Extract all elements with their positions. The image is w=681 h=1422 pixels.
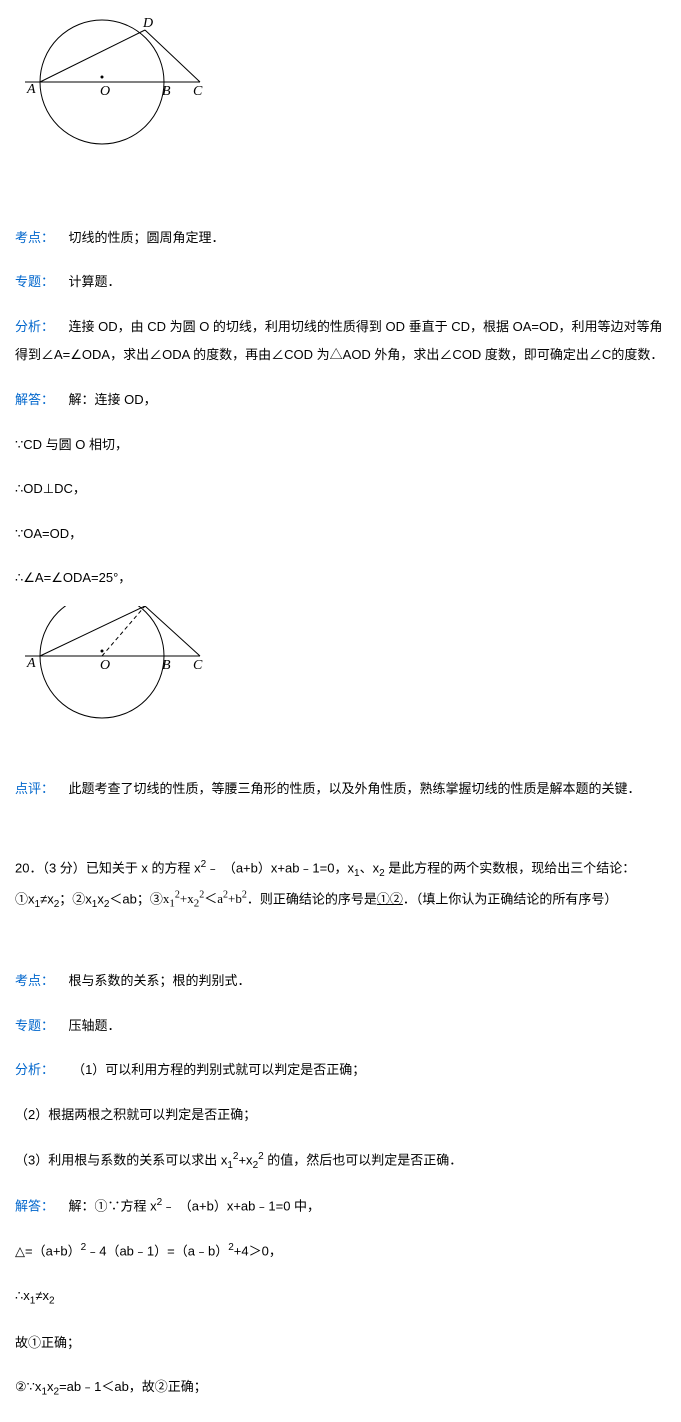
zhuanti-text: 计算题． <box>68 274 120 289</box>
label-d: D <box>142 16 153 31</box>
q20-s6: ；②x <box>59 891 92 906</box>
label-a2: A <box>26 656 36 671</box>
q20-fenxi-label: 分析： <box>15 1062 54 1077</box>
q20-fenxi-line-2: （3）利用根与系数的关系可以求出 x12+x22 的值，然后也可以判定是否正确． <box>15 1138 666 1185</box>
label-o: O <box>100 84 110 99</box>
jieda-line-2: ∴OD⊥DC， <box>15 467 666 512</box>
label-c2: C <box>193 658 203 673</box>
q20-j1b: ﹣ （a+b）x+ab﹣1=0 中， <box>162 1199 320 1214</box>
kaodian-text: 切线的性质；圆周角定理． <box>68 230 224 245</box>
q20-s2: ﹣ （a+b）x+ab﹣1=0，x <box>206 860 354 875</box>
fenxi-line: 分析： 连接 OD，由 CD 为圆 O 的切线，利用切线的性质得到 OD 垂直于… <box>15 305 666 378</box>
q20-zhuanti-label: 专题： <box>15 1018 54 1033</box>
fenxi-text: 连接 OD，由 CD 为圆 O 的切线，利用切线的性质得到 OD 垂直于 CD，… <box>15 319 663 363</box>
q20-s9: ．则正确结论的序号是 <box>247 891 377 906</box>
q20-stem: 20．（3 分）已知关于 x 的方程 x2﹣ （a+b）x+ab﹣1=0，x1、… <box>15 846 666 924</box>
q20-zhuanti-line: 专题： 压轴题． <box>15 1004 666 1049</box>
q20-kaodian-line: 考点： 根与系数的关系；根的判别式． <box>15 959 666 1004</box>
q20-s1: 已知关于 x 的方程 x <box>86 860 201 875</box>
label-b: B <box>162 84 171 99</box>
q20-kaodian-label: 考点： <box>15 973 54 988</box>
circle-diagram-1: A O B C D <box>15 15 666 166</box>
q20-j5c: =ab﹣1＜ab，故②正确； <box>59 1379 207 1394</box>
q20-jieda-line-4: 故①正确； <box>15 1321 666 1366</box>
jieda-line-0: 解答： 解：连接 OD， <box>15 378 666 423</box>
label-o2: O <box>100 658 110 673</box>
q20-j1a: 解：①∵方程 x <box>68 1199 156 1214</box>
q20-number: 20．（3 分） <box>15 860 86 875</box>
q20-jieda-label: 解答： <box>15 1199 54 1214</box>
label-a: A <box>26 82 36 97</box>
zhuanti-label: 专题： <box>15 274 54 289</box>
zhuanti-line: 专题： 计算题． <box>15 260 666 305</box>
q20-jieda-line-5: ②∵x1x2=ab﹣1＜ab，故②正确； <box>15 1365 666 1412</box>
kaodian-label: 考点： <box>15 230 54 245</box>
fenxi-label: 分析： <box>15 319 54 334</box>
jieda-line-4: ∴∠A=∠ODA=25°， <box>15 556 666 601</box>
q20-jieda-line-1: 解答： 解：①∵方程 x2﹣ （a+b）x+ab﹣1=0 中， <box>15 1184 666 1229</box>
q20-fenxi-text-0: （1）可以利用方程的判别式就可以判定是否正确； <box>72 1062 365 1077</box>
q20-s10: ．（填上你认为正确结论的所有序号） <box>403 891 618 906</box>
circle-diagram-2: A O B C <box>15 606 666 737</box>
q20-s8: ＜ab；③ <box>109 891 162 906</box>
q20-fenxi-line-1: （2）根据两根之积就可以判定是否正确； <box>15 1093 666 1138</box>
q20-s3: 、x <box>360 860 380 875</box>
q20-j3b: ≠x <box>35 1288 49 1303</box>
q20-j3a: ∴x <box>15 1288 30 1303</box>
dianping-label: 点评： <box>15 781 54 796</box>
label-c: C <box>193 84 203 99</box>
dianping-line: 点评： 此题考查了切线的性质，等腰三角形的性质，以及外角性质，熟练掌握切线的性质… <box>15 767 666 812</box>
q20-j5a: ②∵x <box>15 1379 41 1394</box>
kaodian-line: 考点： 切线的性质；圆周角定理． <box>15 216 666 261</box>
q20-kaodian-text: 根与系数的关系；根的判别式． <box>68 973 250 988</box>
jieda-line-3: ∵OA=OD， <box>15 512 666 557</box>
q20-answer: ①② <box>377 891 403 906</box>
q20-fenxi-line-0: 分析： （1）可以利用方程的判别式就可以判定是否正确； <box>15 1048 666 1093</box>
jieda-line-1: ∵CD 与圆 O 相切， <box>15 423 666 468</box>
jieda-text-0: 解：连接 OD， <box>68 392 156 407</box>
q20-s5: ≠x <box>40 891 54 906</box>
q20-jieda-line-2: △=（a+b）2﹣4（ab﹣1）=（a﹣b）2+4＞0， <box>15 1229 666 1274</box>
jieda-label: 解答： <box>15 392 54 407</box>
q20-jieda-line-3: ∴x1≠x2 <box>15 1274 666 1321</box>
q20-zhuanti-text: 压轴题． <box>68 1018 120 1033</box>
dianping-text: 此题考查了切线的性质，等腰三角形的性质，以及外角性质，熟练掌握切线的性质是解本题… <box>68 781 640 796</box>
label-b2: B <box>162 658 171 673</box>
